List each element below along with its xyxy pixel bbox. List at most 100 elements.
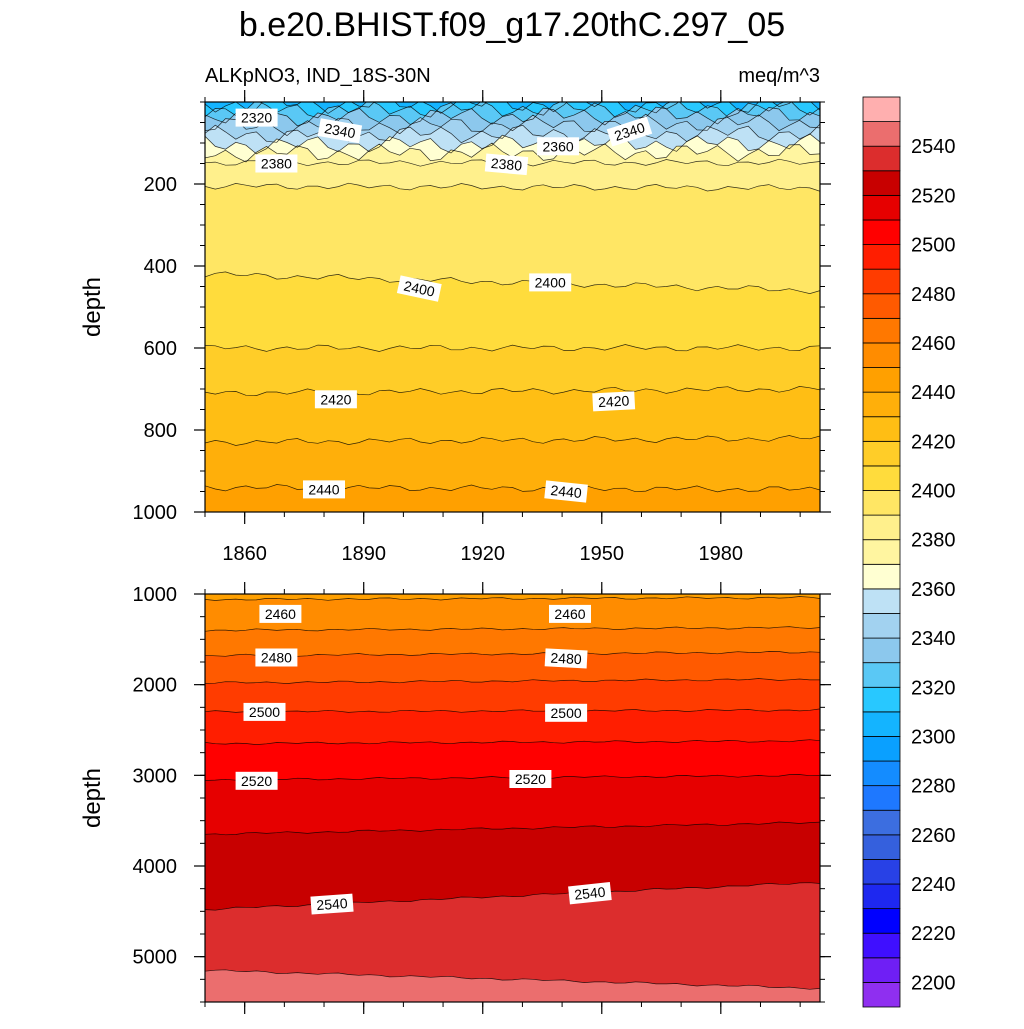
lower-band-2530 <box>205 882 820 1002</box>
upper-contour-2410 <box>205 344 820 352</box>
lower-contour-2480 <box>205 678 820 684</box>
upper-contour-2400 <box>205 271 820 294</box>
x-tick-label: 1980 <box>699 543 744 565</box>
upper-contour-label-text: 2400 <box>402 278 436 300</box>
upper-contour-label-text: 2340 <box>323 120 357 141</box>
colorbar-swatch <box>862 637 901 664</box>
colorbar-tick-label: 2540 <box>911 136 956 158</box>
lower-y-tick-label: 1000 <box>133 584 178 606</box>
upper-contour-label-2: 2380 <box>255 154 298 173</box>
upper-contour-2350 <box>205 123 820 144</box>
upper-y-tick-label: 400 <box>144 256 177 278</box>
colorbar-swatch <box>862 244 901 270</box>
colorbar-tick-label: 2320 <box>911 677 956 699</box>
lower-contour-2450 <box>205 596 820 601</box>
right-subtitle: meq/m^3 <box>738 65 820 87</box>
lower-contour-label-text: 2480 <box>261 650 292 666</box>
colorbar-swatch <box>862 96 901 122</box>
upper-contour-label-text: 2380 <box>261 156 292 172</box>
colorbar-swatch <box>862 367 901 393</box>
colorbar-tick-label: 2380 <box>911 530 956 552</box>
lower-contour-label-text: 2480 <box>550 650 582 668</box>
colorbar-swatch <box>862 932 901 959</box>
upper-contour-label-1: 2340 <box>317 118 363 144</box>
colorbar-swatch <box>862 539 901 565</box>
colorbar-swatch <box>862 317 901 344</box>
left-subtitle: ALKpNO3, IND_18S-30N <box>205 65 431 87</box>
lower-contour-label-text: 2520 <box>241 773 272 789</box>
colorbar-swatch <box>862 662 901 688</box>
colorbar-tick-label: 2420 <box>911 431 956 453</box>
lower-contour-label-9: 2540 <box>568 882 612 905</box>
lower-y-tick-label: 5000 <box>133 947 178 969</box>
colorbar-tick-label: 2300 <box>911 726 956 748</box>
upper-contour-label-text: 2400 <box>535 274 566 290</box>
lower-y-tick-label: 2000 <box>133 675 178 697</box>
upper-contour-label-text: 2440 <box>308 481 339 497</box>
upper-contour-label-0: 2320 <box>235 108 278 127</box>
upper-y-tick-label: 600 <box>144 338 177 360</box>
upper-contour-label-text: 2320 <box>241 110 272 126</box>
colorbar-swatch <box>862 760 901 787</box>
upper-band-2440 <box>205 484 820 512</box>
lower-panel: 2460 2460 2480 2480 2500 2500 2520 2520 2540 2540… <box>79 582 831 1014</box>
lower-y-tick-label: 4000 <box>133 856 178 878</box>
upper-contour-label-10: 2440 <box>303 480 345 499</box>
upper-contour-2360 <box>205 133 820 155</box>
lower-contour-2500 <box>205 739 820 745</box>
upper-y-tick-label: 800 <box>144 420 177 442</box>
colorbar-swatch <box>862 613 901 639</box>
upper-contour-2420 <box>205 386 820 396</box>
colorbar-swatch <box>862 834 901 860</box>
colorbar-swatch <box>862 883 901 910</box>
colorbar-swatch <box>862 194 901 221</box>
colorbar-tick-label: 2240 <box>911 874 956 896</box>
lower-contour-label-text: 2460 <box>265 606 296 622</box>
upper-contour-label-6: 2400 <box>396 275 442 302</box>
colorbar-swatch <box>862 465 901 491</box>
upper-contour-2430 <box>205 435 820 446</box>
upper-y-tick-label: 200 <box>144 174 177 196</box>
upper-contour-label-text: 2380 <box>490 155 523 174</box>
upper-contour-2330 <box>205 106 820 127</box>
colorbar-tick-label: 2340 <box>911 628 956 650</box>
lower-contour-label-text: 2520 <box>515 771 546 787</box>
lower-contour-label-7: 2520 <box>509 770 552 788</box>
colorbar-swatch <box>862 121 901 147</box>
upper-y-tick-label: 1000 <box>133 502 178 524</box>
upper-contour-label-9: 2420 <box>592 391 636 412</box>
upper-contour-label-11: 2440 <box>544 480 588 503</box>
lower-y-tick-label: 3000 <box>133 765 178 787</box>
colorbar-swatch <box>862 686 901 713</box>
colorbar-swatch <box>862 268 901 295</box>
colorbar-tick-label: 2500 <box>911 235 956 257</box>
colorbar-swatch <box>862 490 901 516</box>
lower-contour-label-5: 2500 <box>545 703 588 722</box>
lower-contour-label-text: 2500 <box>249 704 280 720</box>
colorbar: 2200 2220 2240 2260 2280 2300 2320 2340 2360 2380… <box>862 96 956 1008</box>
colorbar-tick-label: 2520 <box>911 185 956 207</box>
colorbar-swatch <box>862 514 901 541</box>
lower-contour-label-text: 2540 <box>316 895 348 913</box>
upper-contour-label-text: 2420 <box>598 392 630 410</box>
colorbar-swatch <box>862 440 901 467</box>
colorbar-tick-label: 2280 <box>911 776 956 798</box>
colorbar-tick-label: 2200 <box>911 972 956 994</box>
colorbar-swatch <box>862 982 901 1008</box>
x-tick-label: 1950 <box>580 543 625 565</box>
lower-contour-label-2: 2480 <box>255 648 298 667</box>
lower-contour-label-8: 2540 <box>310 893 354 915</box>
lower-contour-label-1: 2460 <box>549 604 591 623</box>
upper-contour-label-text: 2360 <box>543 138 574 154</box>
colorbar-swatch <box>862 908 901 934</box>
colorbar-tick-label: 2260 <box>911 825 956 847</box>
colorbar-swatch <box>862 293 901 319</box>
upper-contour-label-3: 2380 <box>484 153 529 176</box>
colorbar-tick-label: 2220 <box>911 923 956 945</box>
upper-contour-label-text: 2420 <box>320 391 351 407</box>
lower-contour-label-text: 2460 <box>554 606 585 622</box>
x-tick-label: 1920 <box>460 543 505 565</box>
colorbar-swatch <box>862 391 901 418</box>
lower-contour-label-text: 2500 <box>551 705 582 721</box>
